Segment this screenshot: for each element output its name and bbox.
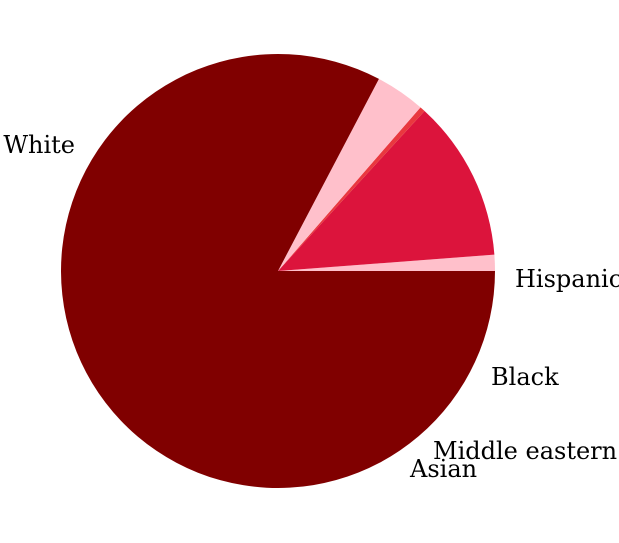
pie-slice-asian	[278, 78, 421, 272]
label-white: White	[3, 131, 75, 159]
label-hispanic: Hispanic	[515, 265, 619, 293]
pie-slice-hispanic	[278, 254, 495, 271]
label-asian: Asian	[409, 455, 477, 483]
label-black: Black	[491, 363, 559, 391]
pie-slice-black	[278, 110, 495, 272]
pie-slices	[61, 53, 496, 488]
pie-slice-middle-eastern	[278, 107, 425, 271]
pie-labels: Hispanic Black Middle eastern Asian Whit…	[3, 131, 619, 483]
pie-slice-white	[61, 53, 496, 488]
label-middle-eastern: Middle eastern	[433, 437, 617, 465]
